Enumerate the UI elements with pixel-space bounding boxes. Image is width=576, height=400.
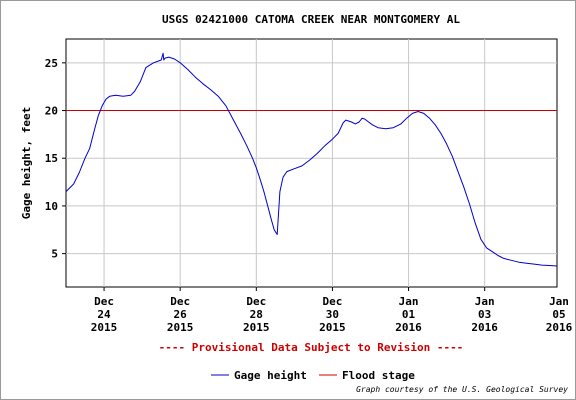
x-tick-label: 2015 [91, 321, 118, 334]
x-tick-label: 2015 [319, 321, 346, 334]
y-tick-label: 5 [51, 248, 58, 261]
x-tick-label: Jan [399, 295, 419, 308]
x-tick-label: 2016 [546, 321, 573, 334]
series-line-gage-height [65, 52, 558, 267]
x-tick-label: 2016 [471, 321, 498, 334]
x-tick-label: 2015 [167, 321, 194, 334]
legend: Gage height Flood stage [211, 369, 415, 382]
x-tick-label: 03 [478, 308, 491, 321]
y-axis-label: Gage height, feet [20, 107, 33, 220]
x-tick-label: Jan [475, 295, 495, 308]
x-tick-label: 01 [402, 308, 416, 321]
y-tick-label: 10 [45, 200, 58, 213]
x-tick-label: 26 [174, 308, 188, 321]
x-tick-label: 05 [552, 308, 565, 321]
legend-label-flood-stage: Flood stage [342, 369, 415, 382]
provisional-notice: ---- Provisional Data Subject to Revisio… [159, 341, 464, 354]
y-tick-label: 20 [45, 105, 58, 118]
plot-area [65, 38, 558, 288]
x-tick-label: 2016 [395, 321, 422, 334]
x-tick-label: Dec [170, 295, 190, 308]
usgs-credit: Graph courtesy of the U.S. Geological Su… [356, 385, 568, 394]
x-tick-label: 2015 [243, 321, 270, 334]
x-tick-label: Dec [94, 295, 114, 308]
x-tick-label: 24 [97, 308, 111, 321]
x-tick-label: 30 [326, 308, 339, 321]
x-tick-label: Dec [246, 295, 266, 308]
x-tick-label: Dec [322, 295, 342, 308]
chart-title: USGS 02421000 CATOMA CREEK NEAR MONTGOME… [162, 13, 460, 26]
legend-label-gage-height: Gage height [234, 369, 307, 382]
x-axis-ticks: Dec242015Dec262015Dec282015Dec302015Jan0… [91, 287, 573, 334]
y-tick-label: 15 [45, 152, 58, 165]
x-tick-label: Jan [549, 295, 569, 308]
y-tick-label: 25 [45, 57, 58, 70]
data-series [65, 52, 558, 267]
x-tick-label: 28 [250, 308, 263, 321]
y-axis-ticks: 5 10 15 20 25 [45, 57, 66, 261]
